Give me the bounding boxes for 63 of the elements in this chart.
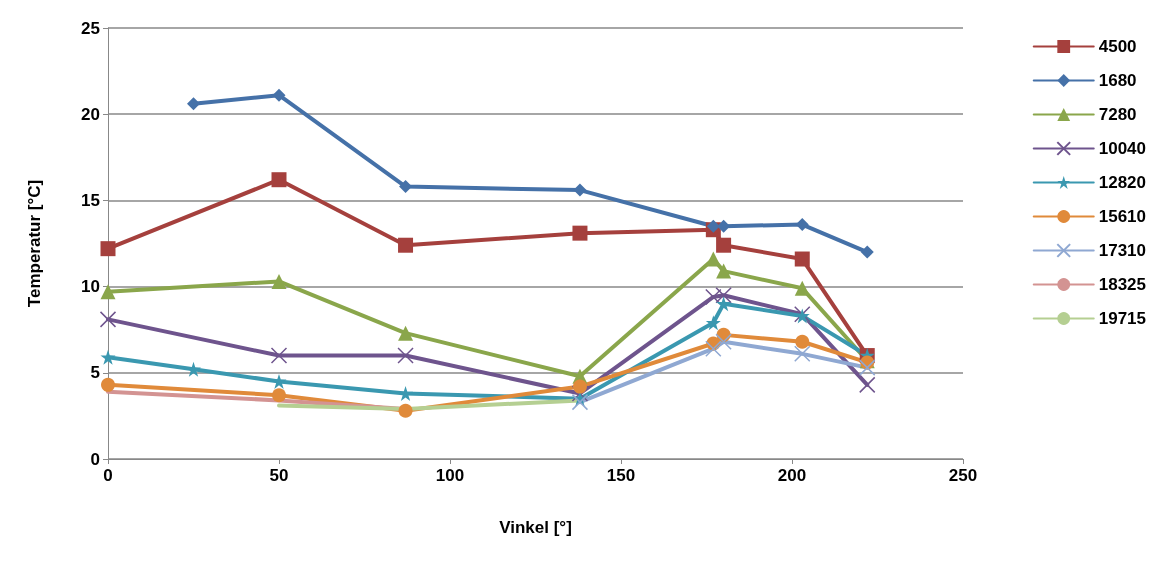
point xyxy=(99,311,117,328)
point xyxy=(860,245,874,259)
point xyxy=(705,340,722,357)
x-tick-label: 0 xyxy=(103,466,113,485)
point xyxy=(397,347,414,364)
y-tick-label: 25 xyxy=(81,18,100,38)
x-tick-label: 150 xyxy=(606,466,636,485)
point xyxy=(271,172,287,188)
point xyxy=(716,296,732,312)
point xyxy=(794,251,810,267)
point xyxy=(858,376,876,394)
point xyxy=(271,273,287,289)
point xyxy=(572,379,587,394)
legend-label: 19715 xyxy=(1098,309,1147,328)
x-tick-label: 100 xyxy=(435,466,465,485)
x-tick-label: 200 xyxy=(777,466,807,485)
point xyxy=(705,251,721,267)
point xyxy=(572,225,588,241)
point xyxy=(716,263,732,279)
legend-label: 4500 xyxy=(1098,37,1137,56)
point xyxy=(398,403,413,418)
y-tick-label: 20 xyxy=(81,104,100,124)
x-tick-label: 50 xyxy=(269,466,289,485)
legend-label: 12820 xyxy=(1098,173,1147,192)
point xyxy=(398,237,414,253)
y-tick-label: 10 xyxy=(81,277,100,297)
legend-label: 17310 xyxy=(1098,241,1147,260)
legend-label: 18325 xyxy=(1098,275,1147,294)
point xyxy=(794,280,810,296)
legend-label: 15610 xyxy=(1098,207,1147,226)
legend-label: 10040 xyxy=(1098,139,1147,158)
point xyxy=(186,361,201,377)
point xyxy=(858,359,876,376)
x-tick-label: 250 xyxy=(948,466,978,485)
point xyxy=(187,97,200,111)
legend-label: 1680 xyxy=(1098,71,1137,90)
point xyxy=(795,218,809,232)
point xyxy=(398,325,414,341)
point xyxy=(573,183,587,197)
point xyxy=(100,241,116,257)
y-tick-label: 0 xyxy=(90,449,100,469)
point xyxy=(706,219,720,233)
point xyxy=(715,286,732,304)
point xyxy=(270,347,288,364)
point xyxy=(272,88,286,102)
x-axis-title: Vinkel [°] xyxy=(499,518,572,537)
legend-label: 7280 xyxy=(1098,105,1137,124)
point xyxy=(399,180,413,194)
y-tick-label: 15 xyxy=(81,190,100,210)
y-tick-label: 5 xyxy=(90,363,100,383)
point xyxy=(705,315,721,331)
point xyxy=(794,345,811,363)
point xyxy=(705,288,722,306)
point xyxy=(716,237,732,253)
point xyxy=(715,333,732,351)
point xyxy=(100,349,116,365)
point xyxy=(717,219,731,233)
point xyxy=(272,388,286,403)
point xyxy=(795,334,810,349)
y-axis-title: Temperatur [°C] xyxy=(25,179,44,308)
point xyxy=(571,393,589,411)
point xyxy=(100,284,116,300)
point xyxy=(101,377,115,392)
